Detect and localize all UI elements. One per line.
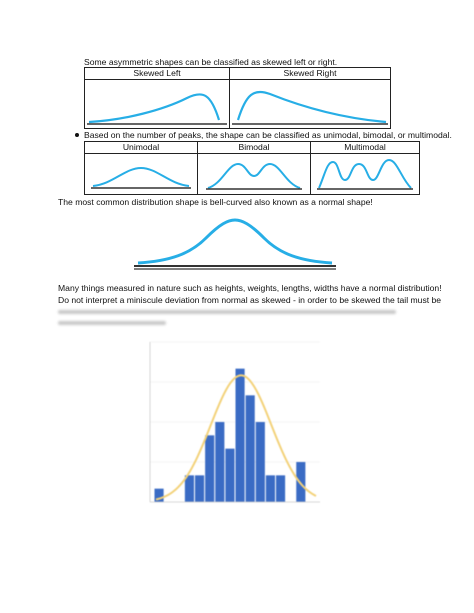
header-skewed-right: Skewed Right (229, 67, 391, 80)
histogram-figure (130, 332, 330, 522)
histogram-bar (235, 368, 245, 502)
header-unimodal: Unimodal (84, 141, 198, 154)
skewed-right-curve (236, 90, 387, 124)
header-skewed-left: Skewed Left (84, 67, 230, 80)
blurred-text-line (58, 310, 396, 314)
histogram-bars (154, 368, 306, 502)
bimodal-figure (206, 162, 302, 190)
common-shape-text: The most common distribution shape is be… (58, 197, 373, 207)
bimodal-curve (207, 162, 301, 189)
histogram-bar (255, 422, 265, 502)
skewed-left-cell (84, 79, 230, 129)
peaks-text: Based on the number of peaks, the shape … (84, 130, 452, 140)
skewed-right-cell (229, 79, 391, 129)
skewed-left-curve (88, 93, 221, 124)
multimodal-curve (318, 158, 412, 189)
bimodal-cell (197, 153, 311, 195)
histogram-bar (296, 462, 306, 502)
peak-shapes-table: Unimodal Bimodal Multimodal (84, 141, 420, 195)
skewed-right-figure (232, 90, 388, 125)
unimodal-cell (84, 153, 198, 195)
histogram-bar (205, 435, 215, 502)
unimodal-figure (91, 166, 191, 189)
paragraph-line-2: Do not interpret a miniscule deviation f… (58, 295, 442, 305)
multimodal-figure (317, 158, 413, 190)
skewed-left-figure (87, 93, 227, 125)
histogram-bar (245, 395, 255, 502)
histogram-fit-curve (155, 374, 317, 501)
histogram-bar (195, 475, 205, 502)
paragraph-line-1: Many things measured in nature such as h… (58, 283, 442, 293)
histogram-chart (149, 341, 320, 503)
header-bimodal: Bimodal (197, 141, 311, 154)
multimodal-cell (310, 153, 420, 195)
histogram-bar (276, 475, 286, 502)
unimodal-curve (92, 166, 190, 187)
bell-curve-figure (134, 218, 336, 270)
skew-shapes-table: Skewed Left Skewed Right (84, 67, 391, 129)
histogram-bar (154, 488, 164, 502)
histogram-grid (150, 341, 320, 503)
blurred-text-line (58, 321, 166, 325)
histogram-bar (225, 448, 235, 502)
intro-text: Some asymmetric shapes can be classified… (84, 57, 338, 67)
histogram-bar (215, 422, 225, 502)
bullet-icon (75, 133, 79, 137)
header-multimodal: Multimodal (310, 141, 420, 154)
bell-curve (137, 218, 333, 265)
histogram-bar (265, 475, 275, 502)
histogram-bar (184, 475, 194, 502)
